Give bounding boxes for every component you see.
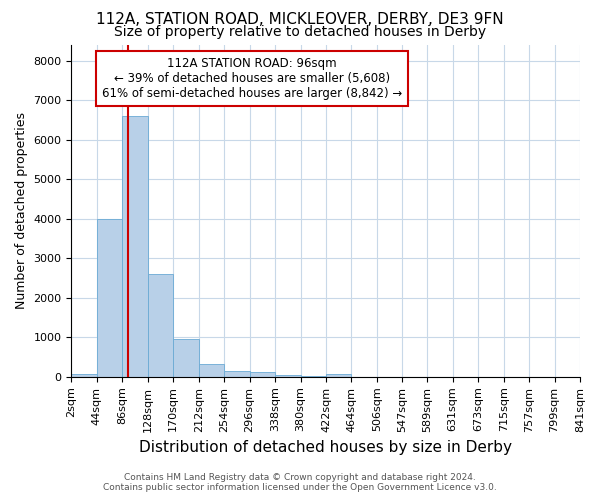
Bar xyxy=(301,376,326,377)
Bar xyxy=(122,116,148,377)
Y-axis label: Number of detached properties: Number of detached properties xyxy=(15,112,28,310)
Bar xyxy=(224,371,250,377)
Text: 112A STATION ROAD: 96sqm
← 39% of detached houses are smaller (5,608)
61% of sem: 112A STATION ROAD: 96sqm ← 39% of detach… xyxy=(102,56,402,100)
Text: 112A, STATION ROAD, MICKLEOVER, DERBY, DE3 9FN: 112A, STATION ROAD, MICKLEOVER, DERBY, D… xyxy=(96,12,504,28)
Text: Size of property relative to detached houses in Derby: Size of property relative to detached ho… xyxy=(114,25,486,39)
Bar xyxy=(199,364,224,377)
Bar xyxy=(71,374,97,377)
Text: Contains HM Land Registry data © Crown copyright and database right 2024.
Contai: Contains HM Land Registry data © Crown c… xyxy=(103,473,497,492)
Bar xyxy=(173,340,199,377)
X-axis label: Distribution of detached houses by size in Derby: Distribution of detached houses by size … xyxy=(139,440,512,455)
Bar xyxy=(97,219,122,377)
Bar xyxy=(275,375,301,377)
Bar xyxy=(148,274,173,377)
Bar xyxy=(250,372,275,377)
Bar xyxy=(326,374,352,377)
